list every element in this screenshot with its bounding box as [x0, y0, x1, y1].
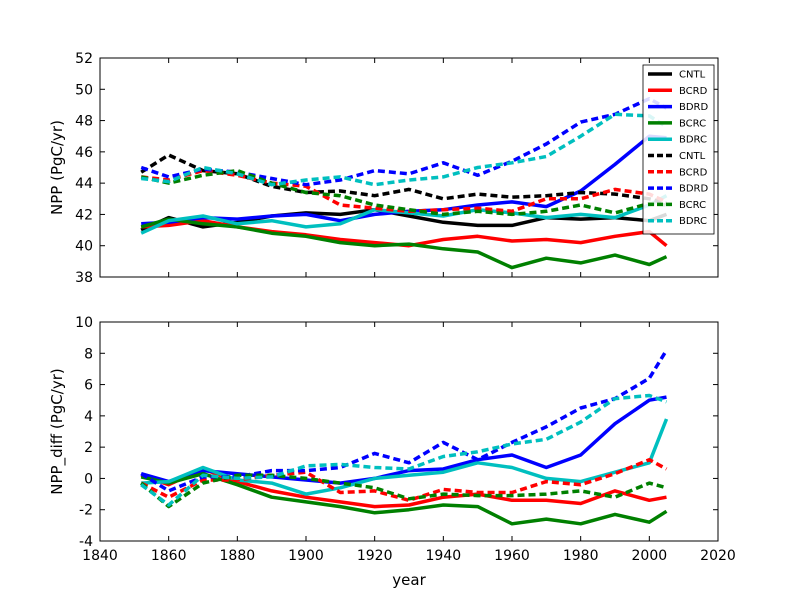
x-tick-label: 1880 [220, 548, 256, 564]
legend-label: BCRC [679, 118, 706, 129]
y-axis-label: NPP (PgC/yr) [48, 120, 66, 215]
y-tick-label: 10 [75, 315, 93, 331]
x-tick-label: 1980 [563, 548, 599, 564]
legend: CNTL BCRD BDRD BCRC BDRC CNTL BCRD BDRD BCRC BDRC [642, 64, 715, 235]
legend-label: BCRC [679, 200, 706, 211]
x-tick-label: 1940 [426, 548, 462, 564]
legend-label: BCRD [679, 167, 708, 178]
x-tick-label: 1840 [82, 548, 118, 564]
series-line-bdrd-dashed [140, 96, 668, 187]
y-tick-label: 0 [84, 471, 93, 487]
plot-area [140, 349, 669, 526]
x-tick-label: 1960 [494, 548, 530, 564]
plot-area [140, 96, 668, 270]
x-tick-label: 2020 [700, 548, 736, 564]
y-tick-label: 50 [75, 82, 93, 98]
y-tick-label: -4 [79, 534, 93, 550]
y-tick-label: 42 [75, 207, 93, 223]
y-tick-label: 46 [75, 145, 93, 161]
series-line-bcrc-solid [140, 217, 668, 270]
y-tick-label: 44 [75, 176, 93, 192]
y-tick-label: -2 [79, 503, 93, 519]
series-line-bdrd-dashed [140, 349, 668, 493]
y-tick-label: 4 [84, 409, 93, 425]
x-tick-label: 1920 [357, 548, 393, 564]
legend-label: BCRD [679, 86, 708, 97]
axes-frame [99, 321, 719, 542]
legend-label: CNTL [679, 70, 706, 81]
y-tick-label: 48 [75, 114, 93, 130]
y-tick-label: 38 [75, 270, 93, 286]
legend-label: BDRC [679, 216, 707, 227]
y-tick-label: 52 [75, 51, 93, 67]
x-axis-label: year [392, 571, 426, 589]
series-line-bdrc-dashed [140, 393, 668, 507]
y-tick-label: 2 [84, 440, 93, 456]
axes-frame [99, 57, 719, 278]
x-tick-label: 1860 [151, 548, 187, 564]
y-tick-label: 6 [84, 378, 93, 394]
legend-label: BDRC [679, 135, 707, 146]
series-line-bdrd-solid [140, 395, 667, 485]
top-panel: 38 40 42 44 46 48 50 52 NPP (PgC/yr) CNTL BCRD BDRD… [48, 51, 719, 286]
y-tick-label: 40 [75, 239, 93, 255]
series-line-bdrc-dashed [141, 112, 668, 187]
series-line-bcrd-dashed [140, 457, 668, 503]
legend-label: BDRD [679, 184, 709, 195]
y-tick-label: 8 [84, 346, 93, 362]
series-line-bcrc-dashed [140, 168, 667, 217]
bottom-panel: 1840 1860 1880 1900 1920 1940 1960 1980 2000 2020… [48, 315, 736, 589]
x-tick-label: 2000 [632, 548, 668, 564]
y-axis-label: NPP_diff (PgC/yr) [48, 368, 67, 494]
legend-label: CNTL [679, 151, 706, 162]
x-tick-label: 1900 [288, 548, 324, 564]
legend-label: BDRD [679, 102, 709, 113]
legend-box [642, 64, 715, 235]
